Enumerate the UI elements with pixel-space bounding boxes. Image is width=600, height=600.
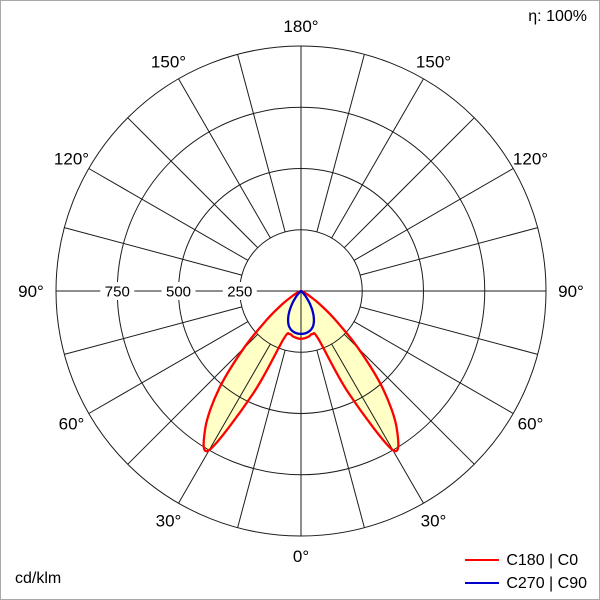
legend-line-blue-icon xyxy=(465,582,500,585)
unit-label: cd/klm xyxy=(15,570,62,587)
efficiency-label: η: 100% xyxy=(528,8,587,25)
legend-item-c270-c90: C270 | C90 xyxy=(465,574,587,593)
svg-text:180°: 180° xyxy=(283,17,318,36)
legend-item-c180-c0: C180 | C0 xyxy=(465,551,587,570)
svg-text:150°: 150° xyxy=(416,52,451,71)
legend: C180 | C0 C270 | C90 xyxy=(465,551,587,593)
svg-text:250: 250 xyxy=(227,283,252,300)
svg-text:750: 750 xyxy=(105,283,130,300)
svg-text:90°: 90° xyxy=(18,282,44,301)
svg-text:60°: 60° xyxy=(518,414,544,433)
svg-text:500: 500 xyxy=(166,283,191,300)
svg-text:30°: 30° xyxy=(156,511,182,530)
svg-text:0°: 0° xyxy=(293,547,309,566)
legend-line-red-icon xyxy=(465,559,500,562)
svg-text:30°: 30° xyxy=(421,511,447,530)
svg-text:120°: 120° xyxy=(513,149,548,168)
legend-label-c270-c90: C270 | C90 xyxy=(506,574,587,592)
svg-text:150°: 150° xyxy=(151,52,186,71)
svg-text:60°: 60° xyxy=(59,414,85,433)
svg-text:90°: 90° xyxy=(558,282,584,301)
legend-label-c180-c0: C180 | C0 xyxy=(506,551,579,569)
svg-text:120°: 120° xyxy=(54,149,89,168)
